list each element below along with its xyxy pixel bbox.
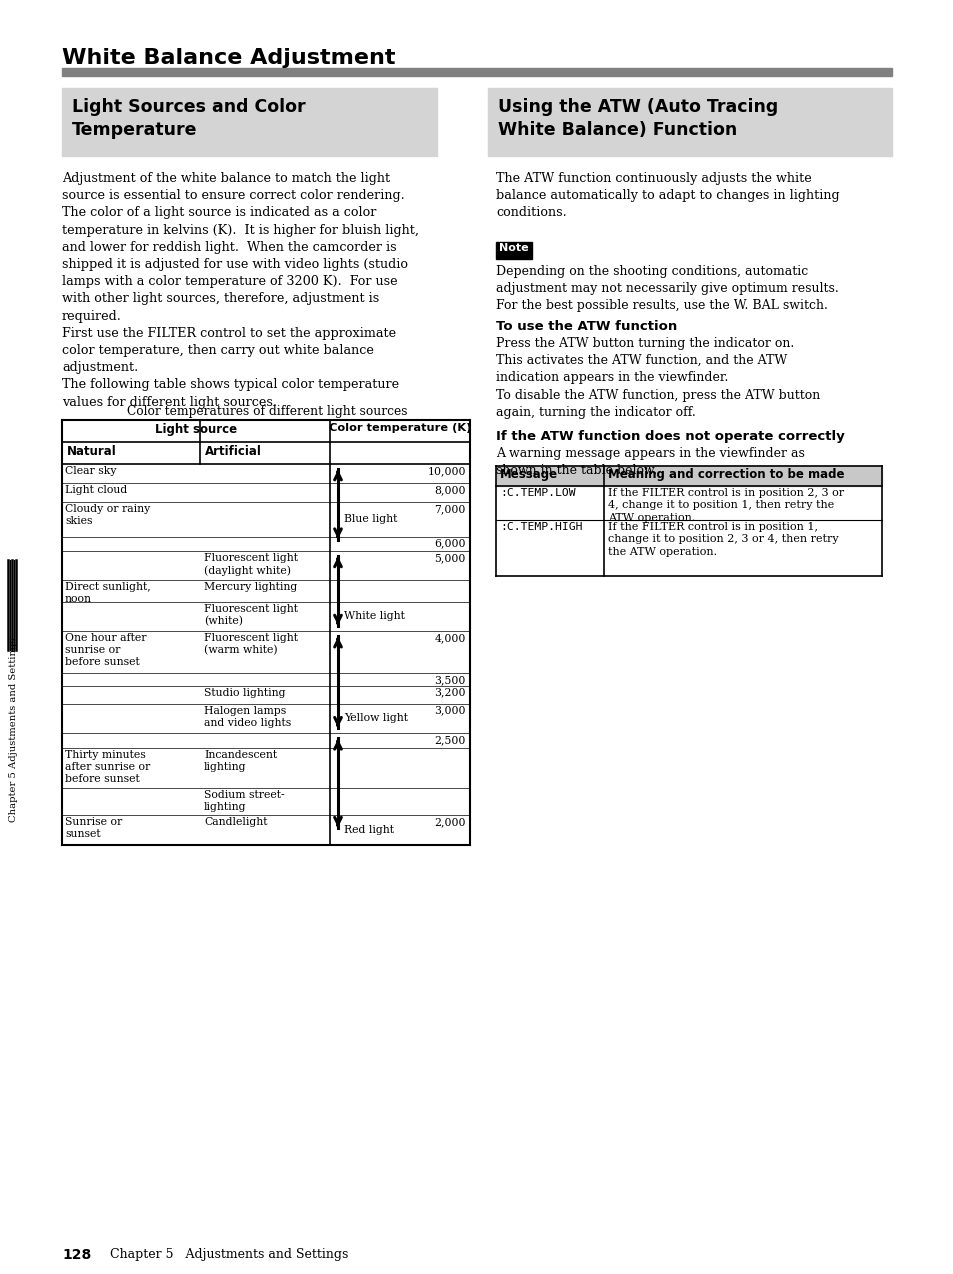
Text: Incandescent
lighting: Incandescent lighting bbox=[204, 749, 276, 772]
Bar bbox=[496, 242, 532, 259]
Text: If the ATW function does not operate correctly: If the ATW function does not operate cor… bbox=[496, 431, 843, 443]
Text: 2,000: 2,000 bbox=[434, 818, 465, 827]
Text: 5,000: 5,000 bbox=[435, 553, 465, 563]
Text: Clear sky: Clear sky bbox=[65, 466, 116, 476]
Text: 6,000: 6,000 bbox=[434, 539, 465, 549]
Text: White light: White light bbox=[344, 612, 404, 622]
Bar bbox=[496, 466, 882, 485]
Text: 4,000: 4,000 bbox=[435, 633, 465, 643]
Text: 3,200: 3,200 bbox=[434, 688, 465, 698]
Text: White Balance Adjustment: White Balance Adjustment bbox=[62, 48, 395, 68]
Text: Fluorescent light
(daylight white): Fluorescent light (daylight white) bbox=[204, 553, 297, 576]
Text: Light cloud: Light cloud bbox=[65, 485, 127, 496]
Text: Note: Note bbox=[498, 243, 528, 254]
Text: Thirty minutes
after sunrise or
before sunset: Thirty minutes after sunrise or before s… bbox=[65, 749, 150, 784]
Text: Light source: Light source bbox=[154, 423, 236, 436]
Text: 3,000: 3,000 bbox=[434, 706, 465, 716]
Text: Fluorescent light
(white): Fluorescent light (white) bbox=[204, 604, 297, 626]
Text: Candlelight: Candlelight bbox=[204, 818, 267, 827]
Text: :C.TEMP.HIGH: :C.TEMP.HIGH bbox=[499, 522, 582, 533]
Text: Red light: Red light bbox=[344, 826, 394, 836]
Text: Studio lighting: Studio lighting bbox=[204, 688, 285, 698]
Text: Light Sources and Color
Temperature: Light Sources and Color Temperature bbox=[71, 98, 305, 139]
Text: The ATW function continuously adjusts the white
balance automatically to adapt t: The ATW function continuously adjusts th… bbox=[496, 172, 839, 219]
Text: 10,000: 10,000 bbox=[427, 466, 465, 476]
Text: Sodium street-
lighting: Sodium street- lighting bbox=[204, 790, 284, 812]
Text: Meaning and correction to be made: Meaning and correction to be made bbox=[607, 468, 843, 482]
Text: 3,500: 3,500 bbox=[435, 675, 465, 685]
Text: If the FILTER control is in position 1,
change it to position 2, 3 or 4, then re: If the FILTER control is in position 1, … bbox=[607, 522, 838, 557]
Bar bbox=[488, 88, 891, 155]
Text: Color temperatures of different light sources: Color temperatures of different light so… bbox=[127, 405, 407, 418]
Bar bbox=[62, 88, 436, 155]
Text: :C.TEMP.LOW: :C.TEMP.LOW bbox=[499, 488, 575, 498]
Text: 2,500: 2,500 bbox=[435, 735, 465, 745]
Text: Cloudy or rainy
skies: Cloudy or rainy skies bbox=[65, 505, 150, 526]
Text: Sunrise or
sunset: Sunrise or sunset bbox=[65, 818, 122, 840]
Text: Mercury lighting: Mercury lighting bbox=[204, 582, 297, 592]
Text: Natural: Natural bbox=[67, 445, 116, 457]
Text: Yellow light: Yellow light bbox=[344, 713, 408, 724]
Text: Press the ATW button turning the indicator on.
This activates the ATW function, : Press the ATW button turning the indicat… bbox=[496, 338, 820, 419]
Text: Color temperature (K): Color temperature (K) bbox=[329, 423, 471, 433]
Text: Direct sunlight,
noon: Direct sunlight, noon bbox=[65, 582, 151, 604]
Text: Depending on the shooting conditions, automatic
adjustment may not necessarily g: Depending on the shooting conditions, au… bbox=[496, 265, 838, 312]
Text: Chapter 5   Adjustments and Settings: Chapter 5 Adjustments and Settings bbox=[110, 1249, 348, 1261]
Text: Fluorescent light
(warm white): Fluorescent light (warm white) bbox=[204, 633, 297, 656]
Text: Chapter 5 Adjustments and Settings: Chapter 5 Adjustments and Settings bbox=[10, 638, 18, 822]
Text: If the FILTER control is in position 2, 3 or
4, change it to position 1, then re: If the FILTER control is in position 2, … bbox=[607, 488, 843, 522]
Text: Message: Message bbox=[499, 468, 558, 482]
Text: 7,000: 7,000 bbox=[435, 505, 465, 515]
Text: A warning message appears in the viewfinder as
shown in the table below.: A warning message appears in the viewfin… bbox=[496, 447, 804, 478]
Text: Halogen lamps
and video lights: Halogen lamps and video lights bbox=[204, 706, 291, 727]
Text: To use the ATW function: To use the ATW function bbox=[496, 320, 677, 333]
Text: Artificial: Artificial bbox=[205, 445, 262, 457]
Bar bbox=[62, 68, 891, 76]
Text: Using the ATW (Auto Tracing
White Balance) Function: Using the ATW (Auto Tracing White Balanc… bbox=[497, 98, 778, 139]
Text: Adjustment of the white balance to match the light
source is essential to ensure: Adjustment of the white balance to match… bbox=[62, 172, 418, 409]
Text: Blue light: Blue light bbox=[344, 515, 397, 525]
Text: 8,000: 8,000 bbox=[434, 485, 465, 496]
Text: 128: 128 bbox=[62, 1249, 91, 1263]
Text: One hour after
sunrise or
before sunset: One hour after sunrise or before sunset bbox=[65, 633, 147, 668]
